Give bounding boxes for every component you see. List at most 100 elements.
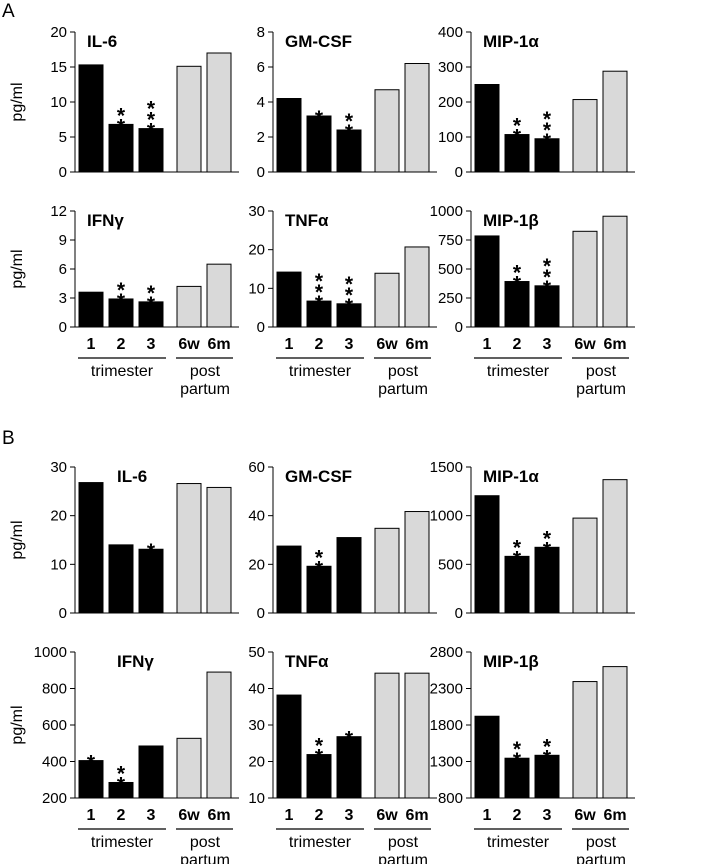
y-axis-label: pg/ml: [9, 705, 26, 744]
bar-1: [78, 64, 104, 173]
partum-label: partum: [180, 852, 230, 864]
y-tick-label: 500: [438, 261, 463, 278]
y-tick-label: 300: [438, 59, 463, 76]
category-label-6m: 6m: [405, 336, 428, 353]
y-tick-label: 20: [248, 556, 265, 573]
bar-6m: [404, 246, 430, 328]
significance-star: *: [513, 749, 522, 772]
bar-3: [138, 301, 164, 328]
significance-star: *: [513, 738, 522, 761]
category-label-6w: 6w: [178, 807, 200, 824]
significance-star: *: [147, 120, 156, 143]
y-tick-label: 10: [50, 94, 67, 111]
y-tick-label: 6: [257, 59, 265, 76]
bar-3: [534, 138, 560, 173]
y-tick-label: 12: [50, 203, 67, 220]
y-axis-label: pg/ml: [9, 82, 26, 121]
y-tick-label: 30: [248, 717, 265, 734]
significance-star: *: [147, 293, 156, 316]
y-tick-label: 0: [455, 164, 463, 181]
y-tick-label: 40: [248, 681, 265, 698]
trimester-label: trimester: [91, 363, 154, 380]
category-label-2: 2: [117, 336, 126, 353]
y-tick-label: 20: [248, 754, 265, 771]
y-tick-label: 400: [42, 754, 67, 771]
significance-star: *: [543, 746, 552, 769]
chart-b-1: 0 20 40 60 ** GM-CSF: [248, 459, 437, 622]
category-label-2: 2: [315, 807, 324, 824]
bar-6m: [404, 511, 430, 614]
chart-title: MIP-1α: [483, 467, 539, 486]
category-label-3: 3: [543, 336, 552, 353]
category-label-6w: 6w: [376, 336, 398, 353]
y-tick-label: 1000: [34, 644, 67, 661]
y-tick-label: 800: [438, 790, 463, 807]
bar-3: [336, 736, 362, 799]
bar-6w: [374, 272, 400, 328]
y-tick-label: 2800: [430, 644, 463, 661]
y-tick-label: 0: [257, 319, 265, 336]
significance-star: *: [543, 277, 552, 300]
bar-3: [138, 745, 164, 799]
bar-6w: [572, 99, 598, 173]
y-tick-label: 3: [59, 290, 67, 307]
y-tick-label: 10: [248, 790, 265, 807]
partum-label: partum: [378, 852, 428, 864]
significance-star: *: [315, 281, 324, 304]
bar-3: [138, 128, 164, 173]
category-label-1: 1: [483, 336, 492, 353]
significance-star: *: [543, 735, 552, 758]
significance-star: *: [147, 540, 156, 563]
significance-star: *: [345, 295, 354, 318]
y-axis-label: pg/ml: [9, 249, 26, 288]
y-tick-label: 100: [438, 129, 463, 146]
category-label-3: 3: [147, 807, 156, 824]
y-tick-label: 9: [59, 232, 67, 249]
y-tick-label: 15: [50, 59, 67, 76]
y-tick-label: 0: [59, 605, 67, 622]
chart-title: GM-CSF: [285, 32, 352, 51]
significance-star: *: [315, 735, 324, 758]
trimester-label: trimester: [487, 834, 550, 851]
bar-2: [306, 754, 332, 799]
bar-1: [276, 694, 302, 799]
y-tick-label: 400: [438, 24, 463, 41]
bar-6w: [572, 517, 598, 614]
category-label-6m: 6m: [405, 807, 428, 824]
bar-6m: [602, 666, 628, 799]
bar-6w: [572, 230, 598, 328]
significance-star: *: [543, 130, 552, 153]
chart-title: MIP-1β: [483, 652, 539, 671]
bar-2: [306, 115, 332, 173]
y-tick-label: 6: [59, 261, 67, 278]
significance-star: *: [513, 262, 522, 285]
y-tick-label: 30: [248, 203, 265, 220]
category-label-2: 2: [315, 336, 324, 353]
bar-3: [336, 129, 362, 173]
y-tick-label: 0: [455, 319, 463, 336]
post-label: post: [388, 834, 419, 851]
y-tick-label: 0: [59, 319, 67, 336]
category-label-1: 1: [285, 336, 294, 353]
bar-6m: [206, 263, 232, 328]
y-tick-label: 30: [50, 459, 67, 476]
significance-star: *: [513, 273, 522, 296]
bar-3: [336, 303, 362, 328]
bar-2: [306, 565, 332, 614]
bar-3: [534, 546, 560, 614]
significance-star: *: [543, 255, 552, 278]
y-tick-label: 500: [438, 556, 463, 573]
significance-star: *: [117, 115, 126, 138]
bar-6m: [602, 215, 628, 328]
significance-star: *: [513, 536, 522, 559]
bar-1: [276, 545, 302, 614]
post-label: post: [586, 834, 617, 851]
bar-6m: [404, 63, 430, 173]
y-tick-label: 50: [248, 644, 265, 661]
y-tick-label: 2300: [430, 681, 463, 698]
category-label-6m: 6m: [207, 807, 230, 824]
category-label-2: 2: [513, 807, 522, 824]
chart-title: MIP-1α: [483, 32, 539, 51]
